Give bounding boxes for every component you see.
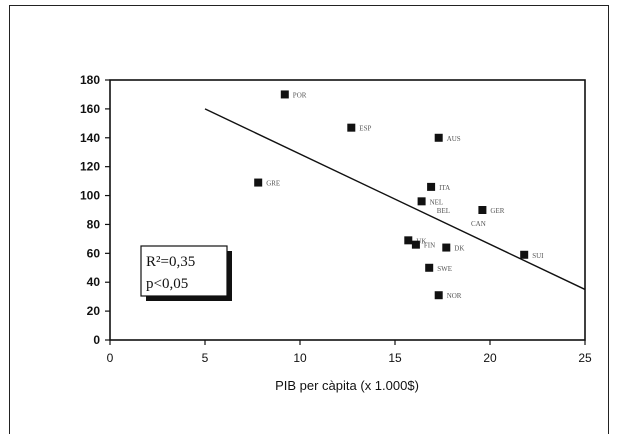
data-point bbox=[427, 182, 436, 191]
data-point bbox=[411, 240, 420, 249]
trend-line bbox=[204, 108, 586, 291]
x-axis: 0 5 10 15 20 25 bbox=[107, 340, 592, 365]
data-point-label: NOR bbox=[447, 292, 462, 300]
stat-box-panel bbox=[140, 245, 228, 297]
y-tick-label: 60 bbox=[87, 246, 101, 260]
plot-border bbox=[109, 79, 586, 341]
data-point-label: SWE bbox=[437, 265, 452, 273]
data-point bbox=[404, 236, 413, 245]
x-tick-label: 15 bbox=[388, 351, 402, 365]
data-point bbox=[520, 250, 529, 259]
y-tick-label: 140 bbox=[80, 131, 100, 145]
data-point-label: NEL bbox=[430, 198, 444, 206]
data-point-label: FIN bbox=[424, 242, 435, 250]
x-axis-label: PIB per càpita (x 1.000$) bbox=[275, 378, 419, 393]
data-point bbox=[425, 263, 434, 272]
stat-r-squared: R²=0,35 bbox=[146, 254, 195, 270]
data-point bbox=[434, 291, 443, 300]
data-point bbox=[280, 90, 289, 99]
data-point-label: UK bbox=[416, 237, 426, 245]
y-tick-label: 160 bbox=[80, 102, 100, 116]
data-point-label: GRE bbox=[266, 180, 280, 188]
data-point-label: POR bbox=[293, 91, 307, 99]
extra-point-label: CAN bbox=[471, 220, 486, 228]
x-tick-label: 25 bbox=[578, 351, 592, 365]
x-tick-label: 10 bbox=[293, 351, 307, 365]
y-tick-label: 120 bbox=[80, 160, 100, 174]
chart-frame bbox=[9, 5, 609, 434]
data-point bbox=[347, 123, 356, 132]
y-tick-label: 100 bbox=[80, 189, 100, 203]
y-tick-label: 0 bbox=[93, 333, 100, 347]
y-tick-label: 180 bbox=[80, 73, 100, 87]
data-point bbox=[478, 206, 487, 214]
y-tick-label: 80 bbox=[87, 217, 101, 231]
data-point bbox=[442, 243, 451, 252]
data-point-label: SUI bbox=[532, 252, 544, 260]
y-tick-label: 20 bbox=[87, 304, 101, 318]
x-tick-label: 20 bbox=[483, 351, 497, 365]
y-tick-label: 40 bbox=[87, 275, 101, 289]
extra-point-label: BEL bbox=[437, 207, 450, 215]
data-point-label: ESP bbox=[359, 125, 371, 133]
data-point bbox=[254, 178, 263, 187]
plot-area bbox=[109, 79, 586, 341]
data-point bbox=[434, 133, 443, 142]
y-axis: 0 20 40 60 80 100 120 140 160 180 bbox=[80, 73, 110, 347]
stat-p-value: p<0,05 bbox=[146, 276, 188, 292]
data-point bbox=[417, 197, 426, 206]
x-tick-label: 5 bbox=[202, 351, 209, 365]
data-point-label: ITA bbox=[439, 184, 450, 192]
data-point-label: GER bbox=[490, 207, 504, 215]
data-point-label: DK bbox=[454, 245, 464, 253]
extra-labels: BEL CAN bbox=[437, 207, 486, 228]
stat-annotation: R²=0,35 p<0,05 bbox=[140, 245, 232, 301]
x-tick-label: 0 bbox=[107, 351, 114, 365]
data-point-label: AUS bbox=[447, 135, 461, 143]
